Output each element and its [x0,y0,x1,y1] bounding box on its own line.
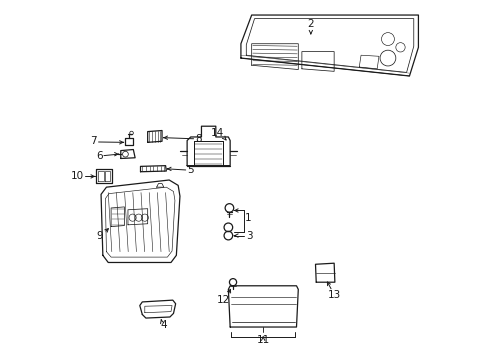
Text: 10: 10 [71,171,84,181]
Text: 11: 11 [256,334,269,345]
Text: 2: 2 [307,19,313,29]
Text: 1: 1 [244,213,251,222]
Text: 5: 5 [187,165,193,175]
Text: 14: 14 [210,129,224,138]
Text: 6: 6 [96,150,102,161]
Text: 3: 3 [246,231,252,240]
Text: 7: 7 [90,136,97,146]
Text: 13: 13 [327,291,341,301]
Text: 4: 4 [160,320,167,330]
Text: 9: 9 [96,231,102,240]
Text: 8: 8 [195,134,201,144]
Text: 12: 12 [217,295,230,305]
